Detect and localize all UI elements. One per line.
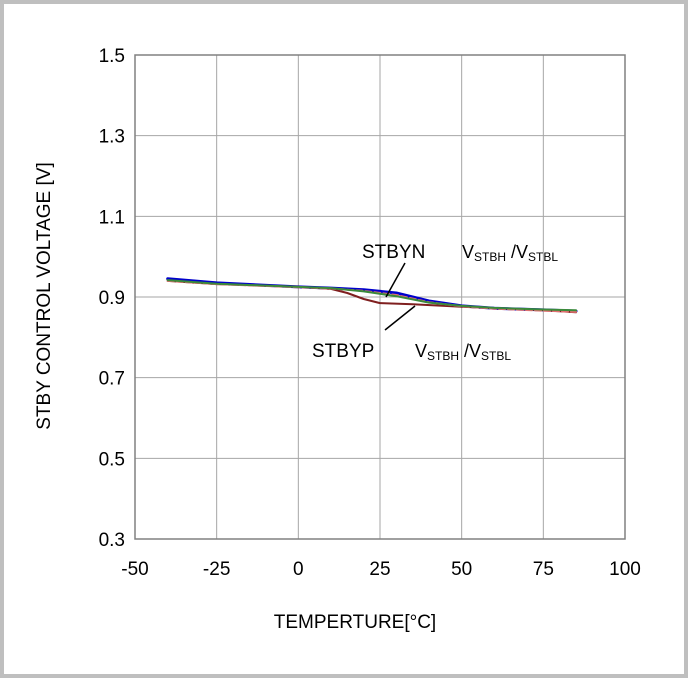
series-group xyxy=(166,277,578,314)
annotation-leader-stbyp xyxy=(384,305,416,331)
annotation-stbyp-label: STBYP xyxy=(312,341,374,362)
x-axis-title: TEMPERTURE[°C] xyxy=(274,612,436,633)
y-tick-labels: 0.3 0.5 0.7 0.9 1.1 1.3 1.5 xyxy=(99,46,125,551)
y-tick-label: 0.9 xyxy=(99,288,125,309)
annotation-leader-stbyn xyxy=(385,262,406,298)
x-tick-label: 0 xyxy=(293,559,304,580)
y-tick-label: 1.1 xyxy=(99,207,125,228)
annotation-stbyn-label: STBYN xyxy=(362,242,425,263)
x-tick-label: 75 xyxy=(533,559,554,580)
y-tick-label: 1.3 xyxy=(99,127,125,148)
x-tick-label: 50 xyxy=(451,559,472,580)
grid xyxy=(135,55,625,539)
y-axis-title: STBY CONTROL VOLTAGE [V] xyxy=(34,162,55,429)
series-line-4 xyxy=(166,279,577,312)
x-tick-label: 25 xyxy=(369,559,390,580)
plot-area xyxy=(134,54,626,540)
y-tick-label: 1.5 xyxy=(99,46,125,67)
series-line-3 xyxy=(166,279,577,313)
x-tick-label: -25 xyxy=(203,559,230,580)
x-tick-label: -50 xyxy=(121,559,148,580)
x-tick-label: 100 xyxy=(609,559,641,580)
y-tick-label: 0.3 xyxy=(99,530,125,551)
y-tick-label: 0.7 xyxy=(99,369,125,390)
annotation-stbyn-voltages: VSTBH /VSTBL xyxy=(462,242,558,264)
annotation-stbyp-voltages: VSTBH /VSTBL xyxy=(415,341,511,363)
y-tick-label: 0.5 xyxy=(99,449,125,470)
x-tick-labels: -50 -25 0 25 50 75 100 xyxy=(121,559,641,580)
